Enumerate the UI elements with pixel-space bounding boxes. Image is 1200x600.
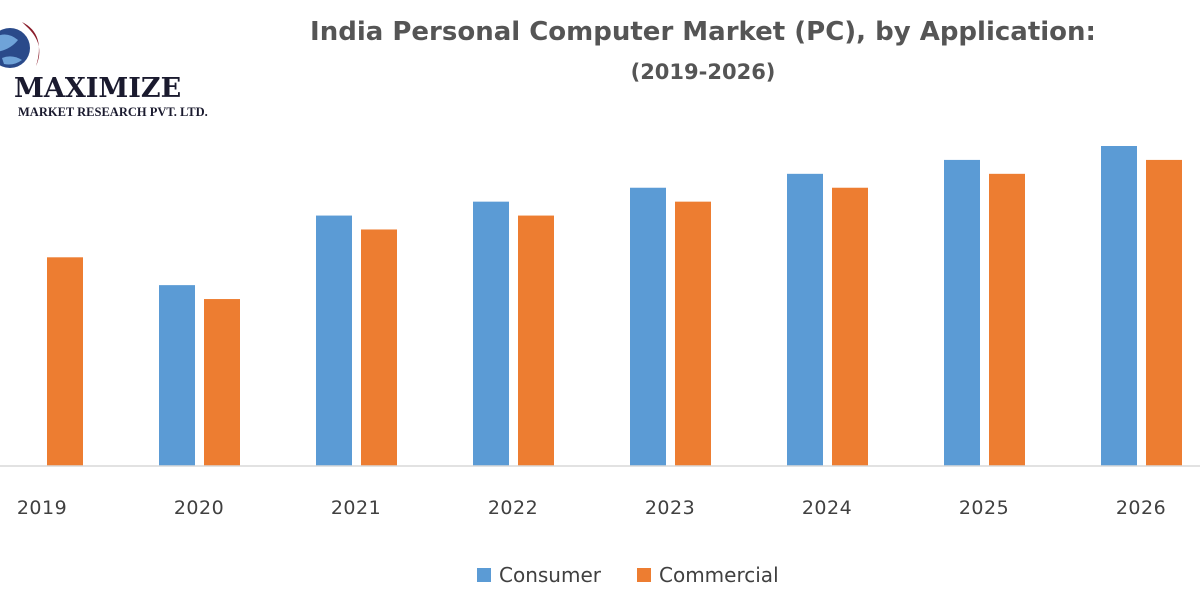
x-tick-label-2025: 2025 [959,497,1009,519]
legend-swatch-consumer [477,568,491,582]
bar-commercial-2019 [47,257,83,466]
bar-consumer-2022 [473,201,509,467]
x-tick-label-2020: 2020 [174,497,224,519]
bar-consumer-2026 [1101,146,1137,466]
chart-subtitle: (2019-2026) [631,60,776,84]
bar-consumer-2024 [787,173,823,466]
legend: Consumer Commercial [477,563,779,587]
x-tick-label-2024: 2024 [802,497,852,519]
bar-commercial-2021 [361,229,397,466]
legend-label-commercial: Commercial [659,563,779,587]
x-tick-label-2026: 2026 [1116,497,1166,519]
bar-commercial-2022 [518,215,554,466]
legend-swatch-commercial [637,568,651,582]
x-tick-labels: 2019 2020 2021 2022 2023 2024 2025 2026 [17,497,1166,519]
x-tick-label-2023: 2023 [645,497,695,519]
bar-commercial-2025 [989,173,1025,466]
globe-icon [0,22,40,68]
logo-tagline: MARKET RESEARCH PVT. LTD. [18,105,208,119]
bar-commercial-2024 [832,187,868,466]
bar-group [47,146,1182,467]
x-tick-label-2021: 2021 [331,497,381,519]
legend-label-consumer: Consumer [499,563,602,587]
bar-commercial-2020 [204,299,240,466]
x-tick-label-2022: 2022 [488,497,538,519]
bar-commercial-2026 [1146,159,1182,467]
x-tick-label-2019: 2019 [17,497,67,519]
company-logo: MAXIMIZE MARKET RESEARCH PVT. LTD. [0,22,208,119]
bar-consumer-2023 [630,187,666,466]
logo-name: MAXIMIZE [14,73,181,104]
bar-commercial-2023 [675,201,711,467]
chart-title: India Personal Computer Market (PC), by … [310,17,1096,47]
bar-consumer-2020 [159,285,195,466]
bar-consumer-2021 [316,215,352,466]
bar-consumer-2025 [944,159,980,467]
